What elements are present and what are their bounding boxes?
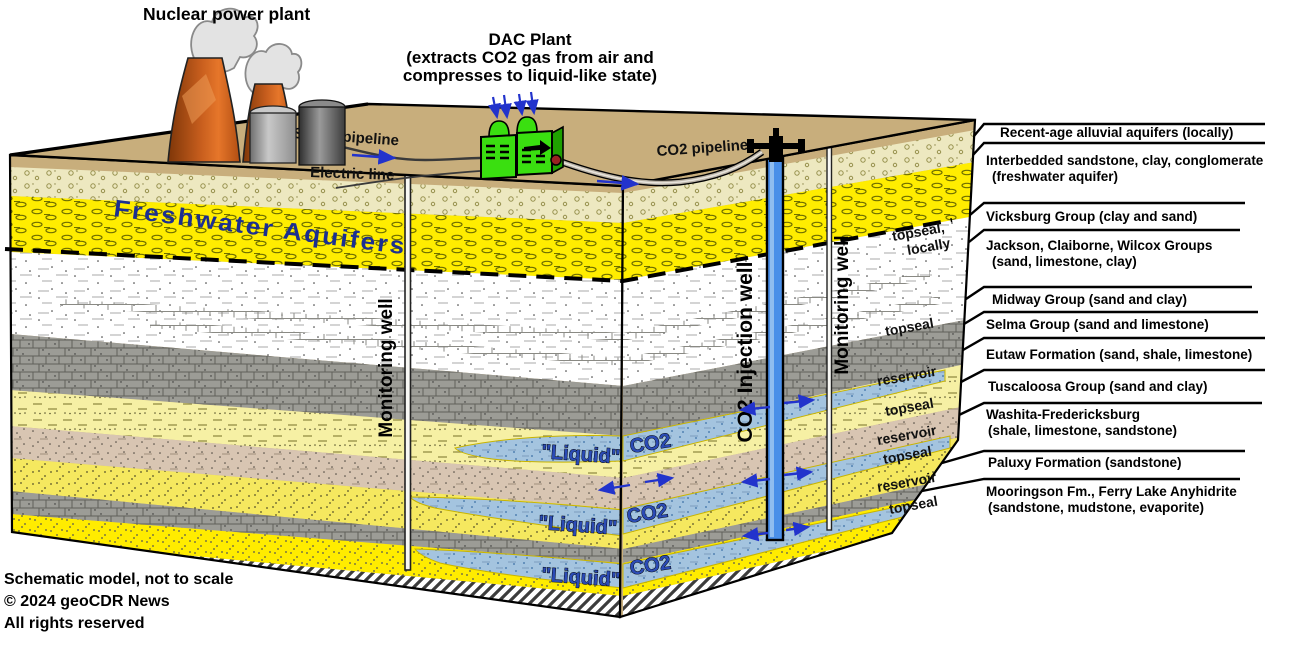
steam-pipeline [329,142,481,162]
dac-outlet-port [550,154,562,166]
layer-topseal-gray [10,491,623,563]
footer-caption: Schematic model, not to scale © 2024 geo… [4,571,234,632]
dac-side-panel [551,125,564,175]
co2-flow-arrows [597,394,816,542]
legend-selma: Selma Group (sand and limestone) [986,317,1209,332]
dac-subtitle-2: compresses to liquid-like state) [403,66,657,85]
legend-jackson-1: Jackson, Claiborne, Wilcox Groups [986,238,1212,253]
footer-line-2: © 2024 geoCDR News [4,593,170,610]
layer-paluxy-reservoir [10,514,623,596]
pipeline-flow-arrows [351,149,640,191]
legend-vicksburg: Vicksburg Group (clay and sand) [986,209,1197,224]
liquid-label-1: "Liquid" [541,441,621,468]
dac-unit-2 [516,129,553,177]
legend-washita-2: (shale, limestone, sandstone) [988,423,1177,438]
legend-interbedded-2: (freshwater aquifer) [992,169,1118,184]
electric-line-label: Electric line [310,164,395,184]
layer-alluvial-r [623,130,975,223]
co2-plume-middle-left [408,496,623,537]
face-seal-labels: topseal, locally topseal reservoir topse… [876,219,952,517]
dac-plant [480,91,564,181]
unconformity-dashed-line [4,218,953,284]
dac-title: DAC Plant [488,30,571,49]
face-label-topseal-locally2: locally [906,235,952,258]
steam-plume [190,7,259,74]
co2-pipeline-label: CO2 pipeline [656,137,749,160]
dac-subtitle-1: (extracts CO2 gas from air and [406,48,654,67]
layer-selma-topseal [10,334,623,436]
wellhead [747,128,805,162]
limestone-bricks [150,320,623,366]
nuclear-power-plant [167,7,346,166]
footer-line-1: Schematic model, not to scale [4,571,234,588]
layer-washita-reservoir [10,458,623,549]
block-right-face [618,118,977,619]
injection-well-label: CO2 Injection well [734,262,757,443]
layer-alluvial [10,167,623,223]
co2-plume-upper-left [454,435,623,463]
legend-mooringson-1: Mooringson Fm., Ferry Lake Anyhidrite [986,484,1237,499]
well-highlight [770,161,774,537]
layer-selma-topseal-r [623,318,975,436]
monitoring-well-right-label: Monitoring well [832,235,853,374]
limestone-bricks [60,299,623,341]
liquid-co2-labels: "Liquid" CO2 "Liquid" CO2 "Liquid" CO2 [537,429,673,592]
legend-interbedded-1: Interbedded sandstone, clay, conglomerat… [986,153,1264,168]
monitoring-well-left [404,165,412,571]
containment-building [298,106,346,166]
legend-labels: Recent-age alluvial aquifers (locally) I… [986,125,1264,515]
co2-plume-middle-right [622,435,951,535]
legend-recent-age: Recent-age alluvial aquifers (locally) [1000,125,1233,140]
legend-midway: Midway Group (sand and clay) [992,292,1187,307]
legend-jackson-2: (sand, limestone, clay) [992,254,1137,269]
footer-line-3: All rights reserved [4,615,145,632]
co2-plume-lower-left [414,548,623,589]
legend-paluxy: Paluxy Formation (sandstone) [988,455,1182,470]
layer-eutaw-reservoir [10,390,623,478]
electric-line [335,170,481,189]
dac-flow-arrow-icon [524,140,551,155]
co2-injection-well [765,156,785,542]
layer-tuscaloosa-topseal [10,426,623,509]
layer-tuscaloosa-topseal-r [623,404,975,509]
layer-topseal-gray-r [623,474,975,563]
dac-vent-dome [516,116,538,134]
legend-tuscaloosa: Tuscaloosa Group (sand and clay) [988,379,1208,394]
legend-leader-lines [921,122,1265,493]
legend-washita-1: Washita-Fredericksburg [986,407,1140,422]
legend-mooringson-2: (sandstone, mudstone, evaporite) [988,500,1204,515]
layer-freshwater-aquifer-r [623,162,975,280]
co2-pipeline-core [555,151,763,184]
nuclear-plant-title: Nuclear power plant [143,4,310,24]
air-intake-arrows [487,91,539,120]
monitoring-well-right [826,139,833,531]
dac-vent-dome [488,120,510,138]
legend-eutaw: Eutaw Formation (sand, shale, limestone) [986,347,1252,362]
monitoring-well-left-label: Monitoring well [376,298,397,437]
tower-highlight [182,74,216,124]
containment-building [249,112,297,164]
